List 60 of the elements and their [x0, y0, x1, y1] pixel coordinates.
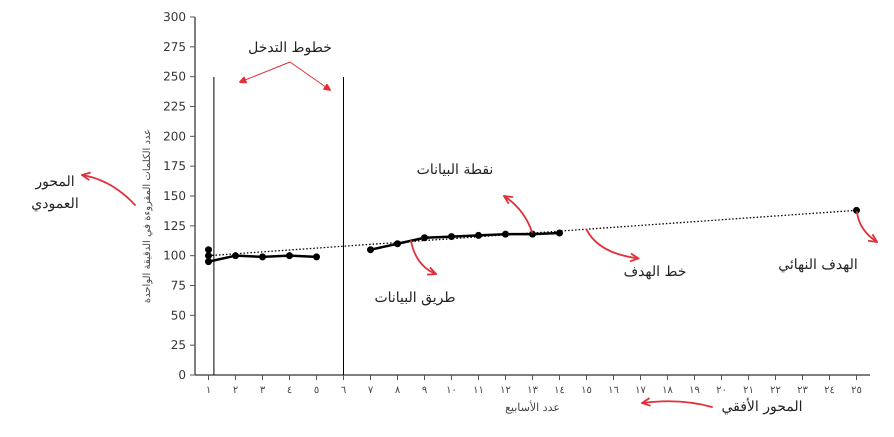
x-tick-label: ٢٠ — [716, 385, 727, 396]
x-tick-label: ٢ — [232, 385, 238, 396]
y-tick-label: 225 — [163, 100, 186, 114]
x-tick-label: ١٤ — [554, 385, 565, 396]
x-tick-label: ١٣ — [527, 385, 538, 396]
x-tick-label: ٣ — [260, 385, 266, 396]
x-tick-label: ٢٢ — [770, 385, 781, 396]
x-tick-label: ١ — [206, 385, 212, 396]
y-tick-label: 150 — [163, 189, 186, 203]
x-tick-label: ١٥ — [581, 385, 592, 396]
x-tick-label: ٢٣ — [797, 385, 808, 396]
point — [205, 252, 212, 260]
point — [367, 246, 374, 254]
annotation: طريق البيانات — [373, 289, 457, 308]
x-tick-label: ٥ — [314, 385, 320, 396]
point — [394, 240, 401, 248]
point — [205, 246, 212, 254]
x-tick-label: ٩ — [422, 385, 428, 396]
text: المحور الأفقي — [720, 396, 804, 417]
point — [421, 234, 428, 242]
point — [556, 229, 563, 236]
x-tick-label: ١١ — [473, 385, 484, 396]
x-axis-title: عدد الأسابيع — [505, 400, 560, 414]
text: المحور العمودي — [30, 173, 80, 214]
y-axis-title: عدد الكلمات المقروءة في الدقيقة الواحدة — [142, 128, 153, 304]
x-tick-label: ١٠ — [446, 385, 457, 396]
point — [286, 252, 293, 260]
point — [313, 253, 320, 260]
x-tick-label: ٨ — [394, 385, 401, 396]
x-tick-label: ٢٥ — [851, 385, 862, 396]
y-tick-label: 25 — [170, 338, 186, 352]
x-tick-label: ٧ — [368, 385, 374, 396]
x-tick-label: ٢١ — [743, 385, 754, 396]
annotation: نقطة البيانات — [416, 161, 494, 180]
point — [205, 258, 212, 266]
x-tick-label: ١٢ — [500, 385, 511, 396]
point — [502, 230, 509, 238]
x-tick-label: ١٩ — [689, 385, 700, 396]
x-tick-label: ٢٤ — [824, 385, 835, 396]
y-tick-label: 0 — [178, 368, 186, 382]
point — [475, 232, 482, 239]
y-tick-label: 275 — [163, 40, 186, 54]
x-tick-label: ٦ — [340, 385, 346, 396]
annotation: خطوط التدخل — [247, 39, 333, 58]
x-tick-label: ٤ — [286, 385, 292, 396]
x-tick-label: ١٨ — [662, 385, 674, 396]
y-tick-label: 75 — [170, 278, 186, 292]
point — [259, 253, 266, 260]
y-tick-label: 175 — [163, 159, 186, 174]
x-tick-label: ١٧ — [635, 385, 646, 396]
point — [448, 233, 455, 240]
annotation: الهدف النهائي — [777, 256, 859, 275]
y-tick-label: 125 — [163, 218, 186, 233]
annotation: خط الهدف — [622, 263, 688, 282]
y-tick-label: 250 — [163, 70, 186, 84]
y-tick-label: 200 — [163, 129, 186, 144]
y-tick-label: 100 — [163, 248, 186, 263]
y-tick-label: 300 — [163, 10, 186, 24]
y-tick-label: 50 — [170, 308, 186, 322]
x-tick-label: ١٦ — [608, 385, 619, 396]
